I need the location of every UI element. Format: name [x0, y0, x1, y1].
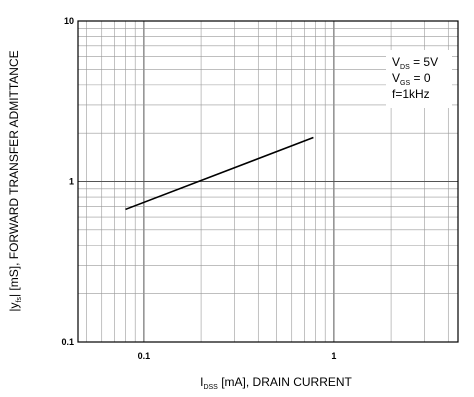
x-tick-label: 1 — [331, 351, 336, 361]
series-group — [125, 136, 314, 211]
conditions-box: VDS = 5V VGS = 0 f=1kHz — [386, 50, 452, 108]
y-tick-label: 10 — [64, 16, 74, 26]
x-tick-label: 0.1 — [138, 351, 151, 361]
x-axis-title: IDSS [mA], DRAIN CURRENT — [200, 375, 352, 391]
tick-labels: 0.1 1 0.1 1 10 — [61, 16, 336, 361]
y-tick-label: 0.1 — [61, 337, 74, 347]
condition-vds: VDS = 5V — [392, 55, 438, 71]
plot-frame — [77, 20, 459, 343]
series-line — [125, 136, 314, 211]
y-tick-label: 1 — [69, 177, 74, 187]
conditions-box-background — [386, 50, 452, 108]
condition-vgs: VGS = 0 — [392, 71, 431, 87]
y-axis-title: |yfs| [mS], FORWARD TRANSFER ADMITTANCE — [7, 50, 23, 311]
condition-frequency: f=1kHz — [392, 87, 430, 101]
